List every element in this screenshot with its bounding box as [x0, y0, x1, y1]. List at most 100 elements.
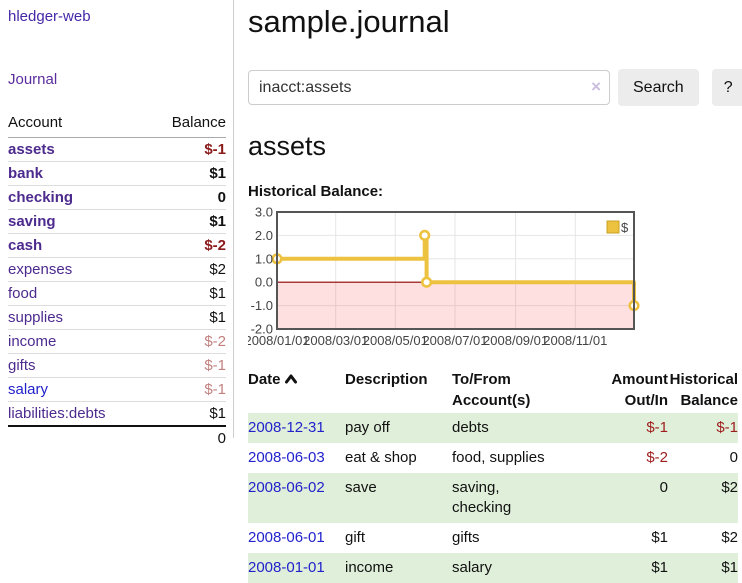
transaction-row: 2008-01-01 income salary $1 $1: [248, 553, 738, 583]
transaction-amount: $-1: [646, 419, 668, 436]
transaction-amount: $1: [651, 529, 668, 546]
accounts-column-header: Account: [8, 110, 149, 138]
transaction-date-link[interactable]: 2008-06-01: [248, 529, 325, 546]
account-link-liabilities-debts[interactable]: liabilities:debts: [8, 405, 106, 422]
historical-balance-chart: $ 3.0 2.0 1.0 0.0 -1.0 -2.0 2008/01/01 2…: [248, 205, 738, 355]
svg-text:2008/09/01: 2008/09/01: [483, 333, 548, 348]
account-link-gifts[interactable]: gifts: [8, 357, 36, 374]
transaction-row: 2008-06-01 gift gifts $1 $2: [248, 523, 738, 553]
sort-ascending-icon: [284, 374, 297, 384]
legend-swatch: [606, 220, 620, 234]
account-row: food $1: [8, 281, 226, 306]
transaction-accounts: food, supplies: [452, 449, 545, 466]
x-axis-labels: 2008/01/01 2008/03/01 2008/05/01 2008/07…: [248, 333, 607, 348]
sidebar: hledger-web Journal Account Balance asse…: [8, 8, 226, 450]
transaction-amount: $1: [651, 559, 668, 576]
account-row: income $-2: [8, 329, 226, 354]
app-title-link[interactable]: hledger-web: [8, 8, 91, 25]
account-balance: 0: [148, 185, 226, 210]
account-row: assets $-1: [8, 137, 226, 162]
transaction-description: save: [345, 479, 377, 496]
transaction-date-link[interactable]: 2008-12-31: [248, 419, 325, 436]
search-bar: × Search ?: [248, 69, 742, 106]
account-row: supplies $1: [8, 305, 226, 330]
clear-search-icon[interactable]: ×: [591, 77, 601, 96]
svg-text:1.0: 1.0: [255, 251, 273, 266]
column-header-balance: Historical Balance: [669, 371, 738, 409]
account-balance: $1: [148, 161, 226, 186]
sidebar-divider: [233, 0, 234, 438]
search-input[interactable]: [248, 70, 610, 105]
transaction-date-link[interactable]: 2008-06-03: [248, 449, 325, 466]
balance-column-header: Balance: [148, 110, 226, 138]
account-row: checking 0: [8, 185, 226, 210]
transaction-accounts: salary: [452, 559, 493, 576]
account-row: expenses $2: [8, 257, 226, 282]
sidebar-item-journal[interactable]: Journal: [8, 71, 58, 88]
transaction-balance: $-1: [716, 419, 738, 436]
transaction-accounts: debts: [452, 419, 489, 436]
help-button[interactable]: ?: [711, 69, 742, 106]
transaction-accounts: gifts: [452, 529, 480, 546]
transaction-description: eat & shop: [345, 449, 417, 466]
transaction-balance: 0: [729, 449, 738, 466]
transaction-date-link[interactable]: 2008-06-02: [248, 479, 325, 496]
accounts-total-row: 0: [8, 425, 226, 450]
main-content: sample.journal × Search ? assets Histori…: [248, 0, 742, 583]
transaction-row: 2008-06-02 save saving, checking 0 $2: [248, 473, 738, 523]
transaction-description: gift: [345, 529, 366, 546]
search-button[interactable]: Search: [618, 69, 699, 106]
transaction-description: income: [345, 559, 394, 576]
account-balance: $1: [148, 401, 226, 427]
svg-text:2008/01/01: 2008/01/01: [248, 333, 310, 348]
account-link-supplies[interactable]: supplies: [8, 309, 64, 326]
transaction-amount: 0: [659, 479, 668, 496]
column-header-description: Description: [345, 371, 428, 388]
chart-canvas: $ 3.0 2.0 1.0 0.0 -1.0 -2.0 2008/01/01 2…: [248, 205, 640, 348]
column-header-amount: Amount Out/In: [611, 371, 668, 409]
register-table: Date Description To/From Account(s) Amoun…: [248, 367, 738, 583]
svg-text:2.0: 2.0: [255, 228, 273, 243]
account-link-assets[interactable]: assets: [8, 141, 55, 158]
svg-text:3.0: 3.0: [255, 205, 273, 220]
column-header-accounts: To/From Account(s): [452, 371, 531, 409]
account-row: cash $-2: [8, 233, 226, 258]
account-row: liabilities:debts $1: [8, 401, 226, 427]
svg-text:-1.0: -1.0: [251, 298, 273, 313]
transaction-amount: $-2: [646, 449, 668, 466]
svg-text:2008/07/01: 2008/07/01: [422, 333, 487, 348]
svg-text:2008/11/01: 2008/11/01: [543, 333, 607, 348]
account-link-cash[interactable]: cash: [8, 237, 43, 254]
account-link-checking[interactable]: checking: [8, 189, 74, 206]
transaction-balance: $1: [721, 559, 738, 576]
account-link-saving[interactable]: saving: [8, 213, 56, 230]
account-link-salary[interactable]: salary: [8, 381, 49, 398]
transaction-row: 2008-12-31 pay off debts $-1 $-1: [248, 413, 738, 443]
account-link-expenses[interactable]: expenses: [8, 261, 73, 278]
legend-label: $: [621, 220, 629, 235]
column-header-date[interactable]: Date: [248, 367, 345, 413]
account-balance: $-1: [148, 377, 226, 402]
transaction-balance: $2: [721, 529, 738, 546]
account-balance: $1: [148, 305, 226, 330]
account-heading: assets: [248, 131, 327, 161]
account-balance: $-1: [148, 353, 226, 378]
account-link-income[interactable]: income: [8, 333, 57, 350]
transaction-description: pay off: [345, 419, 390, 436]
transaction-date-link[interactable]: 2008-01-01: [248, 559, 325, 576]
account-balance: $-2: [148, 329, 226, 354]
account-balance: $-2: [148, 233, 226, 258]
account-balance: $1: [148, 281, 226, 306]
y-axis-labels: 3.0 2.0 1.0 0.0 -1.0 -2.0: [251, 205, 273, 337]
page-title: sample.journal: [248, 4, 450, 39]
account-balance: $2: [148, 257, 226, 282]
date-header-label: Date: [248, 371, 281, 388]
plot-border: [276, 211, 635, 330]
accounts-table: Account Balance assets $-1 bank $1 checkin…: [8, 110, 226, 450]
account-balance: $1: [148, 209, 226, 234]
account-row: saving $1: [8, 209, 226, 234]
chart-title: Historical Balance:: [248, 183, 384, 200]
account-link-bank[interactable]: bank: [8, 165, 44, 182]
account-link-food[interactable]: food: [8, 285, 38, 302]
svg-text:2008/05/01: 2008/05/01: [363, 333, 428, 348]
